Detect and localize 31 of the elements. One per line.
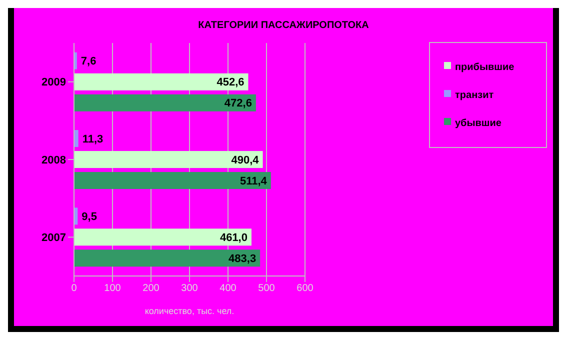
bar bbox=[74, 250, 260, 267]
data-label: 461,0 bbox=[220, 232, 248, 244]
bar bbox=[74, 130, 78, 147]
chart-title: КАТЕГОРИИ ПАССАЖИРОПОТОКА bbox=[197, 20, 370, 31]
x-tick-label: 300 bbox=[181, 283, 198, 294]
data-label: 490,4 bbox=[231, 154, 260, 166]
y-tick-label: 2009 bbox=[42, 76, 66, 89]
x-tick-label: 400 bbox=[220, 283, 237, 294]
bar bbox=[74, 150, 263, 168]
data-label: 483,3 bbox=[228, 253, 256, 266]
data-label: 9,5 bbox=[82, 211, 97, 224]
legend-label: транзит bbox=[455, 90, 494, 101]
bar bbox=[74, 172, 271, 189]
x-tick-label: 500 bbox=[258, 283, 276, 294]
x-axis-title: количество, тыс. чел. bbox=[144, 306, 234, 316]
data-label: 511,4 bbox=[240, 175, 268, 188]
y-tick-label: 2008 bbox=[42, 154, 66, 166]
x-tick-label: 0 bbox=[71, 283, 78, 294]
y-tick-label: 2007 bbox=[42, 232, 66, 244]
bar bbox=[74, 94, 256, 112]
x-tick-label: 100 bbox=[104, 283, 122, 294]
legend-label: убывшие bbox=[455, 118, 502, 129]
data-label: 11,3 bbox=[82, 133, 104, 146]
legend-label: прибывшие bbox=[455, 62, 514, 73]
bar bbox=[74, 228, 252, 246]
data-label: 7,6 bbox=[80, 56, 96, 68]
data-label: 452,6 bbox=[216, 76, 244, 89]
bar bbox=[74, 73, 248, 90]
x-tick-label: 200 bbox=[142, 283, 160, 294]
x-tick-label: 600 bbox=[296, 283, 314, 294]
data-label: 472,6 bbox=[224, 98, 252, 110]
